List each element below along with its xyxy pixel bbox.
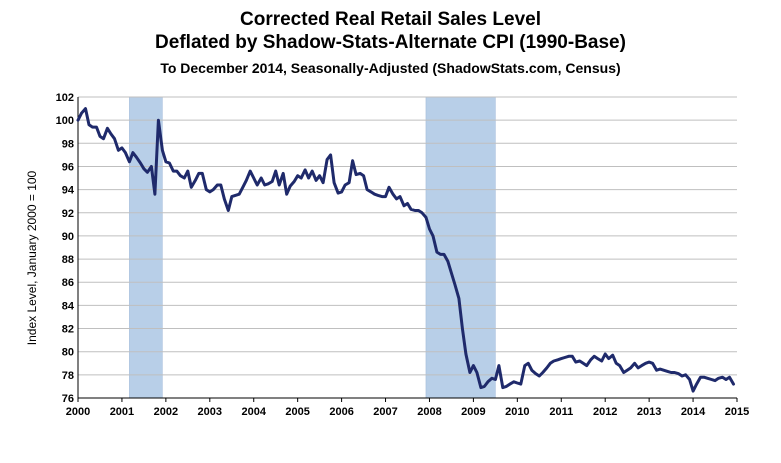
y-tick-label-100: 100 xyxy=(56,115,74,127)
series-group xyxy=(76,107,735,393)
x-tick-label-2002: 2002 xyxy=(154,406,178,418)
x-tick-labels: 2000 2001 2002 2003 2004 2005 2006 2007 2008 2009… xyxy=(66,406,749,418)
y-tick-label-80: 80 xyxy=(62,347,74,359)
recession-shading-group xyxy=(129,96,496,399)
x-tick-label-2015: 2015 xyxy=(725,406,749,418)
chart-title: Corrected Real Retail Sales Level xyxy=(240,9,541,30)
y-tick-label-96: 96 xyxy=(62,161,74,173)
x-tick-label-2014: 2014 xyxy=(681,406,706,418)
y-tick-label-102: 102 xyxy=(56,92,74,104)
x-tick-label-2010: 2010 xyxy=(505,406,529,418)
chart-subtitle: Deflated by Shadow-Stats-Alternate CPI (… xyxy=(155,32,626,53)
x-tick-label-2006: 2006 xyxy=(329,406,353,418)
y-tick-label-94: 94 xyxy=(62,185,75,197)
y-tick-label-76: 76 xyxy=(62,393,74,405)
x-tick-label-2003: 2003 xyxy=(198,406,222,418)
gridlines xyxy=(78,96,737,399)
y-axis-label: Index Level, January 2000 = 100 xyxy=(25,170,39,345)
y-tick-label-90: 90 xyxy=(62,231,74,243)
y-tick-label-84: 84 xyxy=(62,300,75,312)
x-tick-label-2005: 2005 xyxy=(285,406,309,418)
x-tick-label-2008: 2008 xyxy=(417,406,441,418)
recession-band-2 xyxy=(425,96,496,399)
y-tick-label-78: 78 xyxy=(62,370,74,382)
x-tick-label-2004: 2004 xyxy=(241,406,266,418)
x-tick-label-2013: 2013 xyxy=(637,406,661,418)
x-tick-label-2000: 2000 xyxy=(66,406,90,418)
series-line-1 xyxy=(76,107,735,393)
x-tick-label-2012: 2012 xyxy=(593,406,617,418)
y-tick-label-98: 98 xyxy=(62,138,74,150)
chart-subsubtitle: To December 2014, Seasonally-Adjusted (S… xyxy=(160,60,621,76)
y-tick-label-88: 88 xyxy=(62,254,74,266)
x-tick-label-2001: 2001 xyxy=(110,406,134,418)
y-tick-label-92: 92 xyxy=(62,208,74,220)
y-tick-label-86: 86 xyxy=(62,277,74,289)
axes xyxy=(77,97,738,402)
x-tick-label-2007: 2007 xyxy=(373,406,397,418)
y-tick-label-82: 82 xyxy=(62,324,74,336)
x-tick-label-2009: 2009 xyxy=(461,406,485,418)
x-tick-label-2011: 2011 xyxy=(549,406,573,418)
y-tick-labels: 76 78 80 82 84 86 88 90 92 94 96 98 100 102 xyxy=(56,92,75,405)
